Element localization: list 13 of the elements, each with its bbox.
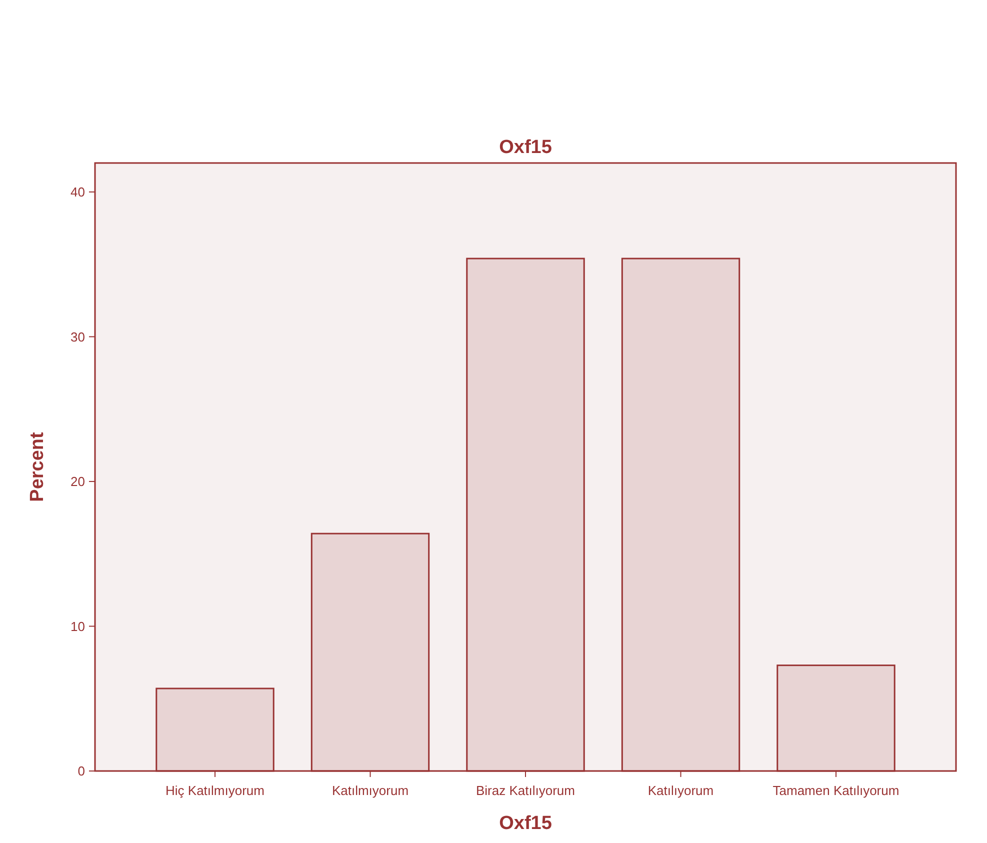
y-axis-title: Percent [27, 431, 48, 502]
x-tick-label: Biraz Katılıyorum [476, 783, 575, 798]
chart-title: Oxf15 [499, 137, 552, 158]
y-tick-label: 20 [70, 474, 85, 490]
x-tick-label: Katılmıyorum [332, 783, 409, 798]
y-tick-label: 0 [78, 764, 85, 779]
x-tick-label: Katılıyorum [648, 783, 714, 798]
y-tick-label: 40 [70, 184, 85, 200]
y-tick-label: 30 [70, 329, 85, 344]
x-tick-label: Tamamen Katılıyorum [772, 783, 900, 798]
y-tick-label: 10 [70, 618, 85, 634]
x-tick-label: Hiç Katılmıyorum [166, 783, 264, 798]
x-axis-title: Oxf15 [499, 813, 552, 834]
